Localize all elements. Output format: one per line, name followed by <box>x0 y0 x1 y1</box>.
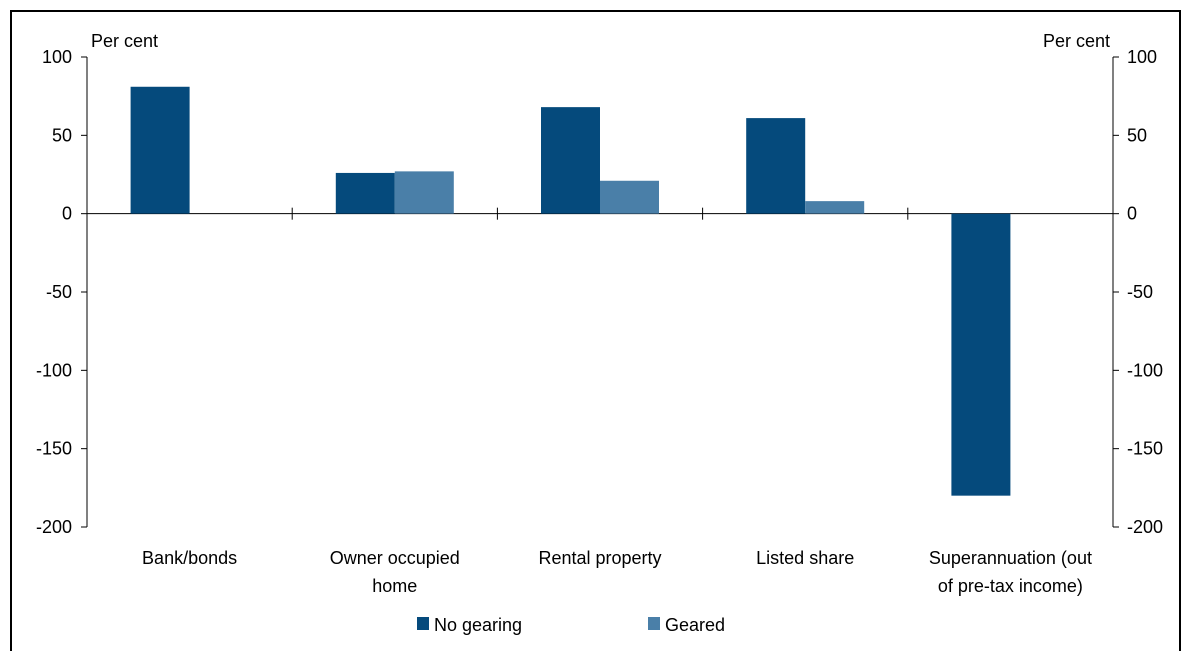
bar-no-gearing <box>130 86 190 214</box>
right-y-tick-label: -200 <box>1127 517 1163 537</box>
bar-no-gearing <box>335 172 395 214</box>
left-y-tick-label: 100 <box>42 47 72 67</box>
category-label: Listed share <box>756 548 854 568</box>
category-label: Bank/bonds <box>142 548 237 568</box>
bar-geared <box>394 171 454 214</box>
bar-no-gearing <box>951 213 1011 496</box>
left-y-tick-label: 50 <box>52 125 72 145</box>
left-y-tick-label: -150 <box>36 439 72 459</box>
bar-no-gearing <box>746 118 806 214</box>
right-y-tick-label: -150 <box>1127 439 1163 459</box>
right-y-tick-label: 0 <box>1127 204 1137 224</box>
legend-label-geared: Geared <box>665 615 725 635</box>
left-y-tick-label: 0 <box>62 204 72 224</box>
left-y-tick-label: -50 <box>46 282 72 302</box>
category-label: home <box>372 576 417 596</box>
legend-swatch-no-gearing <box>417 617 429 630</box>
bar-geared <box>600 180 659 214</box>
right-y-tick-label: 50 <box>1127 125 1147 145</box>
category-label: of pre-tax income) <box>938 576 1083 596</box>
right-y-tick-label: 100 <box>1127 47 1157 67</box>
category-label: Owner occupied <box>330 548 460 568</box>
chart-frame <box>10 10 1181 651</box>
category-label: Superannuation (out <box>929 548 1092 568</box>
right-axis-unit-label: Per cent <box>1043 31 1110 51</box>
bar-geared <box>805 201 865 214</box>
left-axis-unit-label: Per cent <box>91 31 158 51</box>
left-y-tick-label: -200 <box>36 517 72 537</box>
right-y-tick-label: -50 <box>1127 282 1153 302</box>
right-y-tick-label: -100 <box>1127 360 1163 380</box>
legend-label-no-gearing: No gearing <box>434 615 522 635</box>
left-y-tick-label: -100 <box>36 360 72 380</box>
category-label: Rental property <box>538 548 661 568</box>
legend-swatch-geared <box>648 617 660 630</box>
bar-no-gearing <box>541 107 600 214</box>
